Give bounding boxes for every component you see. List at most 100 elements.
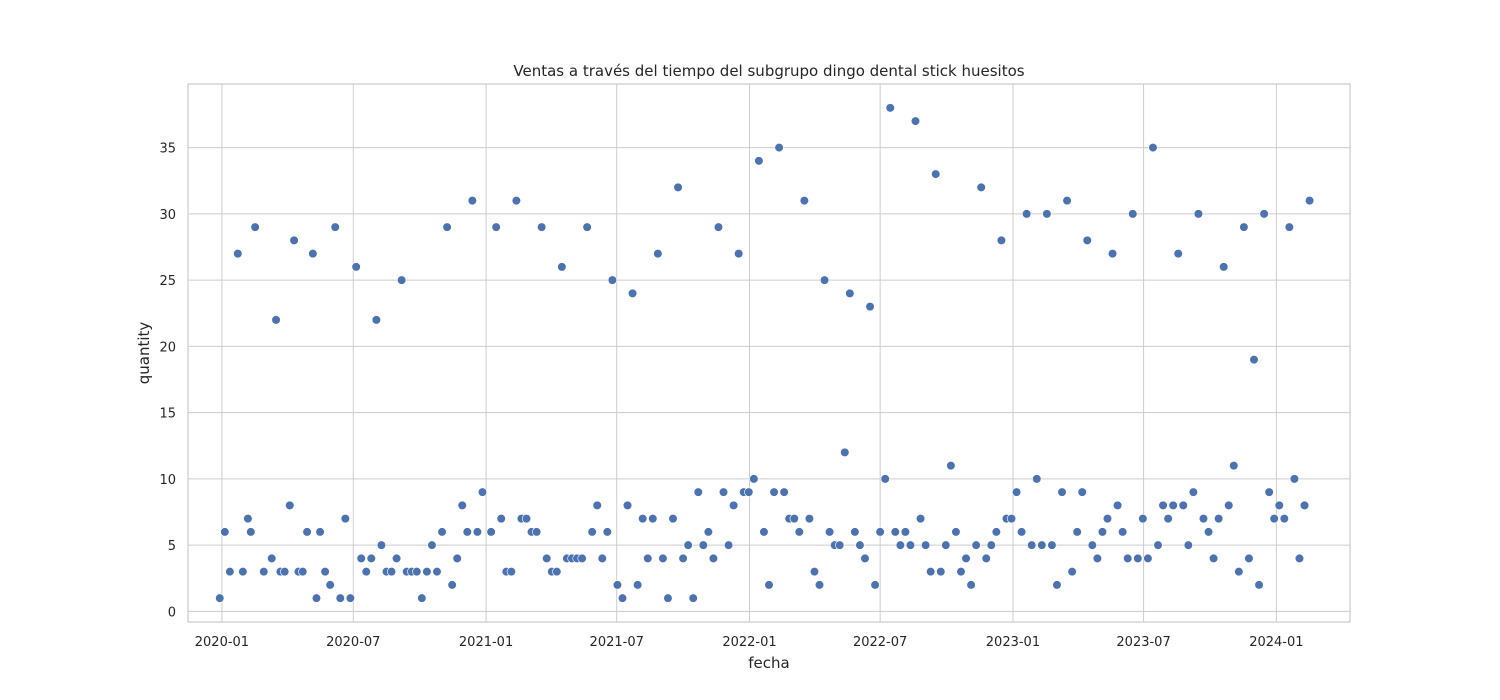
data-point <box>308 249 318 259</box>
data-point <box>1158 500 1168 510</box>
data-point <box>302 527 312 537</box>
data-point <box>860 553 870 563</box>
data-point <box>442 222 452 232</box>
data-point <box>521 514 532 524</box>
data-point <box>542 553 552 563</box>
data-point <box>1259 209 1269 219</box>
data-point <box>351 262 361 272</box>
data-point <box>1072 527 1082 537</box>
data-point <box>774 143 784 153</box>
data-point <box>1123 553 1133 563</box>
data-point <box>749 474 759 484</box>
data-point <box>422 567 432 577</box>
data-point <box>582 222 592 232</box>
data-point <box>759 527 769 537</box>
data-point <box>432 567 442 577</box>
data-point <box>622 500 633 510</box>
data-point <box>875 527 885 537</box>
data-point <box>1143 553 1153 563</box>
data-point <box>850 527 860 537</box>
data-point <box>467 196 477 206</box>
data-point <box>683 540 693 550</box>
data-point <box>900 527 911 537</box>
data-point <box>936 567 946 577</box>
data-point <box>855 540 865 550</box>
data-point <box>315 527 325 537</box>
data-point <box>915 514 926 524</box>
y-axis-label: quantity <box>135 322 153 385</box>
data-point <box>531 527 542 537</box>
data-point <box>320 567 330 577</box>
data-point <box>951 527 961 537</box>
x-tick-label: 2022-07 <box>853 635 907 650</box>
data-point <box>1178 500 1188 510</box>
data-point <box>259 567 269 577</box>
data-point <box>330 222 340 232</box>
data-point <box>1037 540 1047 550</box>
data-point <box>1254 580 1264 590</box>
data-point <box>1138 514 1148 524</box>
data-point <box>976 182 986 192</box>
data-point <box>557 262 567 272</box>
data-point <box>325 580 335 590</box>
data-point <box>1011 487 1022 497</box>
data-point <box>592 500 602 510</box>
data-point <box>1148 143 1158 153</box>
data-point <box>627 288 638 298</box>
data-point <box>1183 540 1193 550</box>
y-tick-label: 25 <box>159 274 176 289</box>
data-point <box>376 540 387 550</box>
data-point <box>607 275 617 285</box>
data-point <box>391 553 402 563</box>
data-point <box>1112 500 1123 510</box>
data-point <box>225 567 235 577</box>
x-tick-label: 2021-07 <box>590 635 644 650</box>
data-point <box>602 527 612 537</box>
data-point <box>1133 553 1143 563</box>
data-point <box>865 302 875 312</box>
data-point <box>397 275 407 285</box>
x-axis-label: fecha <box>748 654 789 672</box>
data-point <box>462 527 472 537</box>
data-point <box>663 593 673 603</box>
data-point <box>1082 235 1092 245</box>
data-point <box>809 567 820 577</box>
data-point <box>366 553 376 563</box>
data-point <box>653 249 663 259</box>
data-point <box>1107 249 1118 259</box>
x-tick-label: 2020-07 <box>326 635 380 650</box>
data-point <box>1193 209 1204 219</box>
data-point <box>835 540 845 550</box>
data-point <box>1234 567 1244 577</box>
data-point <box>496 514 506 524</box>
data-point <box>233 249 243 259</box>
data-point <box>648 514 658 524</box>
data-point <box>734 249 744 259</box>
data-point <box>1264 487 1274 497</box>
data-point <box>447 580 457 590</box>
data-point <box>840 447 850 457</box>
y-tick-label: 15 <box>159 407 176 422</box>
data-point <box>789 514 799 524</box>
data-point <box>1294 553 1305 563</box>
data-point <box>921 540 931 550</box>
data-point <box>345 593 355 603</box>
data-point <box>1229 461 1239 471</box>
data-point <box>723 540 734 550</box>
data-point <box>996 235 1007 245</box>
x-tick-label: 2020-01 <box>195 635 249 650</box>
y-tick-label: 30 <box>159 208 176 223</box>
data-point <box>703 527 713 537</box>
chart-title: Ventas a través del tiempo del subgrupo … <box>513 62 1024 80</box>
data-point <box>668 514 678 524</box>
data-point <box>477 487 488 497</box>
x-tick-labels: 2020-01 2020-07 2021-01 2021-07 2022-01 2022-… <box>195 635 1304 650</box>
data-point <box>769 487 779 497</box>
data-point <box>708 553 719 563</box>
data-point <box>1299 500 1310 510</box>
data-point <box>361 567 371 577</box>
data-point <box>814 580 825 590</box>
y-tick-label: 20 <box>159 340 176 355</box>
data-point <box>506 567 516 577</box>
